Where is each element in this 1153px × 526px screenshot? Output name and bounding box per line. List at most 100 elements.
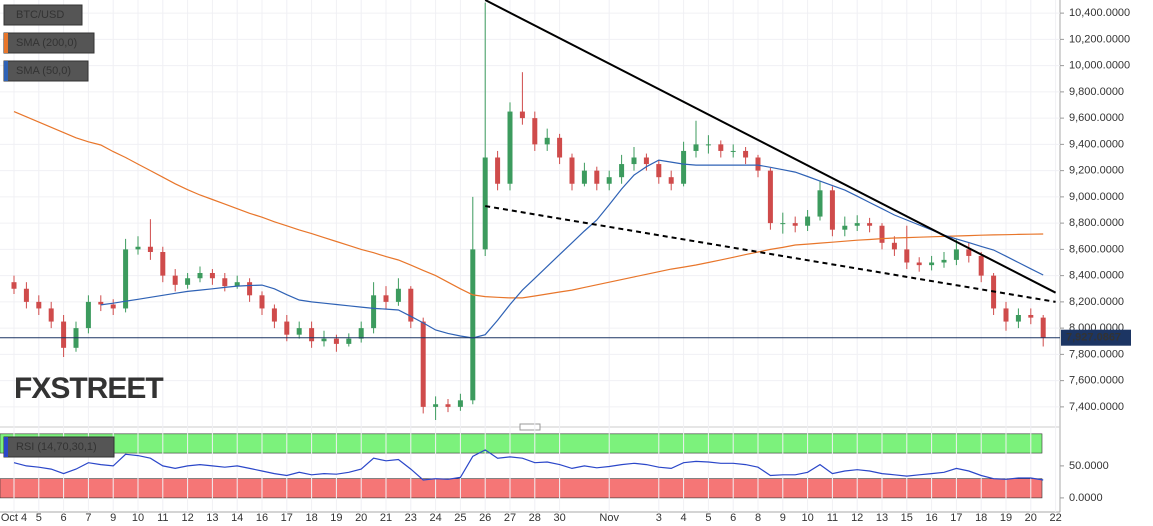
- trendline: [485, 205, 1056, 303]
- y-tick-label: 0.0000: [1069, 492, 1103, 504]
- candle-body: [854, 223, 860, 226]
- x-tick-label: 16: [256, 512, 268, 524]
- candle-body: [321, 338, 327, 342]
- x-tick-label: 9: [780, 512, 786, 524]
- x-tick-label: 30: [553, 512, 565, 524]
- y-tick-label: 10,200.0000: [1069, 33, 1130, 45]
- x-tick-label: 6: [61, 512, 67, 524]
- y-tick-label: 8,400.0000: [1069, 270, 1124, 282]
- x-tick-label: 23: [405, 512, 417, 524]
- candle-body: [1003, 308, 1009, 322]
- candle-body: [842, 225, 848, 230]
- candle-body: [532, 118, 538, 145]
- legend-swatch: [4, 437, 8, 457]
- x-tick-label: Nov: [599, 512, 619, 524]
- candle-body: [358, 328, 364, 339]
- last-price-label: 7,927.0867: [1066, 332, 1121, 344]
- candle-body: [309, 328, 315, 342]
- x-tick-label: 14: [231, 512, 243, 524]
- x-tick-label: 6: [730, 512, 736, 524]
- candle-body: [705, 144, 711, 146]
- y-tick-label: 9,200.0000: [1069, 165, 1124, 177]
- candle-body: [1028, 315, 1034, 318]
- candle-body: [767, 170, 773, 224]
- candle-body: [420, 321, 426, 407]
- candle-body: [916, 262, 922, 266]
- candle-body: [643, 157, 649, 165]
- candle-body: [953, 249, 959, 260]
- x-tick-label: 13: [206, 512, 218, 524]
- x-tick-label: 13: [876, 512, 888, 524]
- candle-body: [817, 190, 823, 217]
- candle-body: [383, 295, 389, 302]
- candle-body: [147, 246, 153, 252]
- candle-body: [619, 164, 625, 178]
- candle-body: [594, 170, 600, 184]
- candle-body: [98, 301, 104, 305]
- candle-body: [693, 144, 699, 151]
- candle-body: [1040, 317, 1046, 338]
- candle-body: [792, 223, 798, 226]
- candle-body: [11, 282, 17, 289]
- legend-label: BTC/USD: [16, 9, 64, 21]
- x-tick-label: 17: [950, 512, 962, 524]
- candle-body: [123, 249, 129, 309]
- x-tick-label: 12: [851, 512, 863, 524]
- candle-body: [234, 282, 240, 287]
- x-tick-label: 10: [132, 512, 144, 524]
- rsi-band: [0, 433, 1043, 454]
- resize-handle[interactable]: [519, 423, 541, 431]
- x-tick-label: 12: [181, 512, 193, 524]
- candle-body: [681, 150, 687, 184]
- x-tick-label: 10: [801, 512, 813, 524]
- x-tick-label: 25: [454, 512, 466, 524]
- candle-body: [284, 321, 290, 335]
- y-tick-label: 8,600.0000: [1069, 243, 1124, 255]
- legend-box: [3, 4, 83, 26]
- candle-body: [668, 177, 674, 184]
- last-price-box: [1061, 329, 1131, 346]
- line-series: [13, 111, 1044, 299]
- y-tick-label: 9,800.0000: [1069, 86, 1124, 98]
- candle-body: [941, 259, 947, 263]
- candle-body: [48, 308, 54, 322]
- candle-body: [966, 249, 972, 256]
- candle-body: [718, 144, 724, 151]
- y-tick-label: 7,800.0000: [1069, 348, 1124, 360]
- candle-body: [36, 301, 42, 309]
- candle-body: [333, 338, 339, 344]
- x-tick-label: 21: [380, 512, 392, 524]
- candle-body: [135, 246, 141, 250]
- line-series: [100, 159, 1044, 339]
- candle-body: [271, 308, 277, 322]
- candle-body: [209, 273, 215, 279]
- candle-body: [185, 278, 191, 285]
- candle-body: [867, 223, 873, 226]
- candle-body: [457, 400, 463, 407]
- legend-swatch: [4, 61, 8, 81]
- x-tick-label: 7: [85, 512, 91, 524]
- candle-body: [222, 278, 228, 287]
- candle-body: [433, 404, 439, 407]
- x-tick-label: 15: [901, 512, 913, 524]
- candle-body: [569, 157, 575, 184]
- y-tick-label: 8,800.0000: [1069, 217, 1124, 229]
- candle-body: [445, 404, 451, 407]
- x-tick-label: 4: [681, 512, 687, 524]
- candle-body: [656, 164, 662, 178]
- x-tick-label: 5: [36, 512, 42, 524]
- candle-body: [495, 157, 501, 184]
- candle-body: [395, 288, 401, 302]
- candle-body: [829, 190, 835, 230]
- x-tick-label: 27: [504, 512, 516, 524]
- candle-body: [780, 223, 786, 225]
- x-tick-label: 17: [281, 512, 293, 524]
- line-series: [13, 449, 1044, 481]
- candle-body: [978, 255, 984, 276]
- x-tick-label: 11: [157, 512, 168, 524]
- candle-body: [904, 249, 910, 263]
- legend-label: SMA (200,0): [16, 37, 77, 49]
- candle-body: [23, 288, 29, 302]
- legend-label: SMA (50,0): [16, 65, 71, 77]
- watermark: FXSTREET: [14, 372, 163, 405]
